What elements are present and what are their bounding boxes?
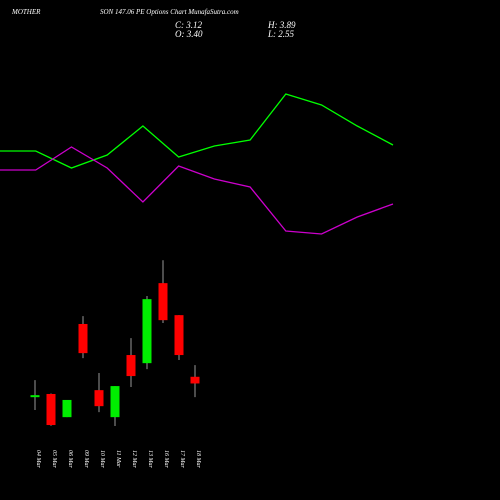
x-tick-label: 12 Mar xyxy=(131,450,137,468)
candle-body xyxy=(110,386,120,418)
candle-body xyxy=(174,315,184,356)
ohlc-label: H: 3.89 xyxy=(267,20,296,30)
x-tick-label: 09 Mar xyxy=(83,450,89,468)
candle-body xyxy=(142,299,152,364)
candle-body xyxy=(158,283,168,321)
ohlc-label: O: 3.40 xyxy=(175,29,203,39)
ohlc-label: L: 2.55 xyxy=(267,29,295,39)
candle-body xyxy=(78,323,88,354)
candle-body xyxy=(126,355,136,377)
candle-body xyxy=(94,390,104,407)
line-series xyxy=(0,146,394,235)
x-tick-label: 18 Mar xyxy=(195,450,201,468)
x-tick-label: 11 Mar xyxy=(115,450,121,468)
candle-body xyxy=(46,393,56,426)
x-tick-label: 05 Mar xyxy=(51,450,57,468)
line-series xyxy=(0,93,394,169)
candle-body xyxy=(30,395,40,398)
x-tick-label: 06 Mar xyxy=(67,450,73,468)
x-tick-label: 16 Mar xyxy=(163,450,169,468)
ohlc-label: C: 3.12 xyxy=(175,20,203,30)
x-tick-label: 17 Mar xyxy=(179,450,185,468)
x-tick-label: 04 Mar xyxy=(35,450,42,468)
candle-body xyxy=(62,399,72,418)
x-tick-label: 10 Mar xyxy=(99,450,105,468)
chart-subtitle: SON 147.06 PE Options Chart MunafaSutra.… xyxy=(100,8,239,16)
chart-title: MOTHER xyxy=(11,8,41,16)
candle-body xyxy=(190,376,200,384)
x-tick-label: 13 Mar xyxy=(147,450,153,468)
